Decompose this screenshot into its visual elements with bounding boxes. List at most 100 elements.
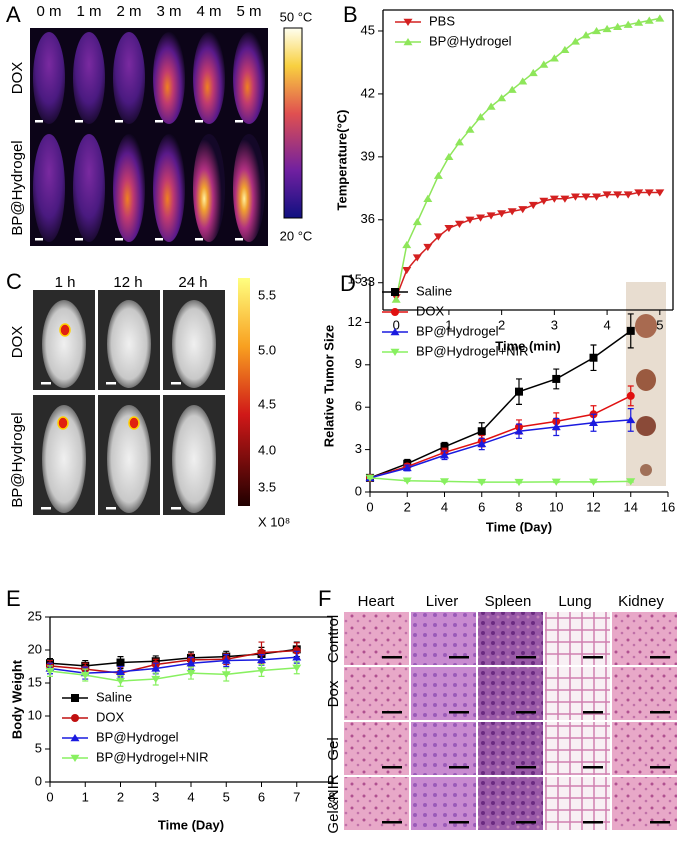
marker	[221, 656, 231, 664]
column-label: Lung	[558, 593, 591, 610]
marker	[634, 189, 644, 197]
scale-bar	[195, 120, 203, 123]
legend-marker	[70, 754, 80, 762]
marker	[477, 478, 487, 487]
column-label: Spleen	[485, 593, 532, 610]
y-tick-label: 10	[28, 707, 42, 722]
marker	[454, 220, 464, 228]
mouse	[42, 405, 86, 513]
scale-bar	[195, 238, 203, 241]
colorbar-unit: X 10⁸	[258, 514, 290, 529]
marker	[257, 655, 266, 664]
column-label: 24 h	[178, 274, 207, 291]
column-label: 2 m	[116, 3, 141, 20]
x-tick-label: 2	[117, 789, 124, 804]
marker	[528, 201, 538, 210]
signal	[57, 416, 69, 430]
thermal-body	[193, 134, 225, 242]
scale-bar	[382, 711, 402, 714]
panel-letter: D	[340, 271, 356, 296]
scale-bar	[155, 238, 163, 241]
tumor	[640, 464, 652, 476]
scale-bar	[171, 507, 181, 510]
marker	[151, 664, 161, 672]
x-tick-label: 16	[661, 499, 675, 514]
image-background	[30, 28, 268, 246]
series-line	[49, 667, 297, 682]
marker	[589, 418, 598, 426]
marker	[655, 14, 665, 22]
marker	[477, 439, 487, 448]
marker	[644, 16, 654, 24]
scale-bar	[583, 656, 603, 659]
marker	[602, 24, 612, 33]
legend-marker	[391, 288, 399, 296]
scale-bar	[449, 711, 469, 714]
scale-bar	[382, 766, 402, 769]
marker	[570, 37, 580, 45]
x-tick-label: 7	[293, 789, 300, 804]
marker	[623, 20, 633, 28]
marker	[476, 214, 486, 222]
marker	[440, 478, 449, 486]
legend-marker	[71, 694, 79, 702]
thermal-images	[30, 27, 303, 246]
marker	[626, 326, 635, 335]
x-tick-label: 6	[258, 789, 265, 804]
marker	[507, 208, 517, 216]
x-tick-label: 0	[46, 789, 53, 804]
marker	[592, 193, 602, 201]
mouse	[107, 300, 151, 388]
colorbar-label: 4.5	[258, 396, 276, 411]
row-label: Gel	[325, 737, 342, 760]
row-label: Gel&NIR	[325, 774, 342, 833]
legend-label: Saline	[416, 283, 452, 298]
x-tick-label: 12	[586, 499, 600, 514]
thermal-body	[233, 32, 265, 124]
colorbar-label: 4.0	[258, 442, 276, 457]
marker	[292, 664, 302, 672]
marker	[486, 102, 496, 110]
marker	[365, 474, 375, 482]
marker	[507, 85, 517, 93]
scale-bar	[115, 238, 123, 241]
scale-bar	[35, 120, 43, 123]
y-tick-label: 9	[355, 356, 362, 371]
x-tick-label: 3	[152, 789, 159, 804]
marker	[423, 194, 433, 203]
scale-bar	[106, 382, 116, 385]
marker	[602, 191, 612, 199]
column-label: Liver	[426, 593, 459, 610]
tumor	[636, 369, 656, 391]
thermal-body	[193, 32, 225, 124]
legend-marker	[403, 38, 413, 46]
series-line	[369, 477, 631, 483]
marker	[634, 18, 644, 26]
legend-label: DOX	[416, 303, 445, 318]
scale-bar	[171, 382, 181, 385]
column-label: Kidney	[618, 593, 664, 610]
y-tick-label: 3	[355, 441, 362, 456]
thermal-body	[33, 32, 65, 124]
tumor	[635, 314, 657, 338]
marker	[626, 478, 636, 486]
tumor	[636, 416, 656, 436]
row-label: DOX	[9, 62, 26, 95]
row-label: Dox	[325, 680, 342, 707]
scale-bar	[75, 238, 83, 241]
scale-bar	[449, 656, 469, 659]
x-tick-label: 5	[223, 789, 230, 804]
series-line	[395, 191, 660, 298]
scale-bar	[75, 120, 83, 123]
scale-bar	[583, 821, 603, 824]
y-tick-label: 6	[355, 399, 362, 414]
series-line	[369, 330, 632, 479]
row-label: DOX	[9, 326, 26, 359]
scale-bar	[583, 766, 603, 769]
marker	[465, 125, 475, 133]
x-tick-label: 6	[478, 499, 485, 514]
scale-bar	[650, 766, 670, 769]
marker	[570, 193, 580, 201]
mouse	[107, 405, 151, 513]
x-tick-label: 8	[328, 789, 335, 804]
